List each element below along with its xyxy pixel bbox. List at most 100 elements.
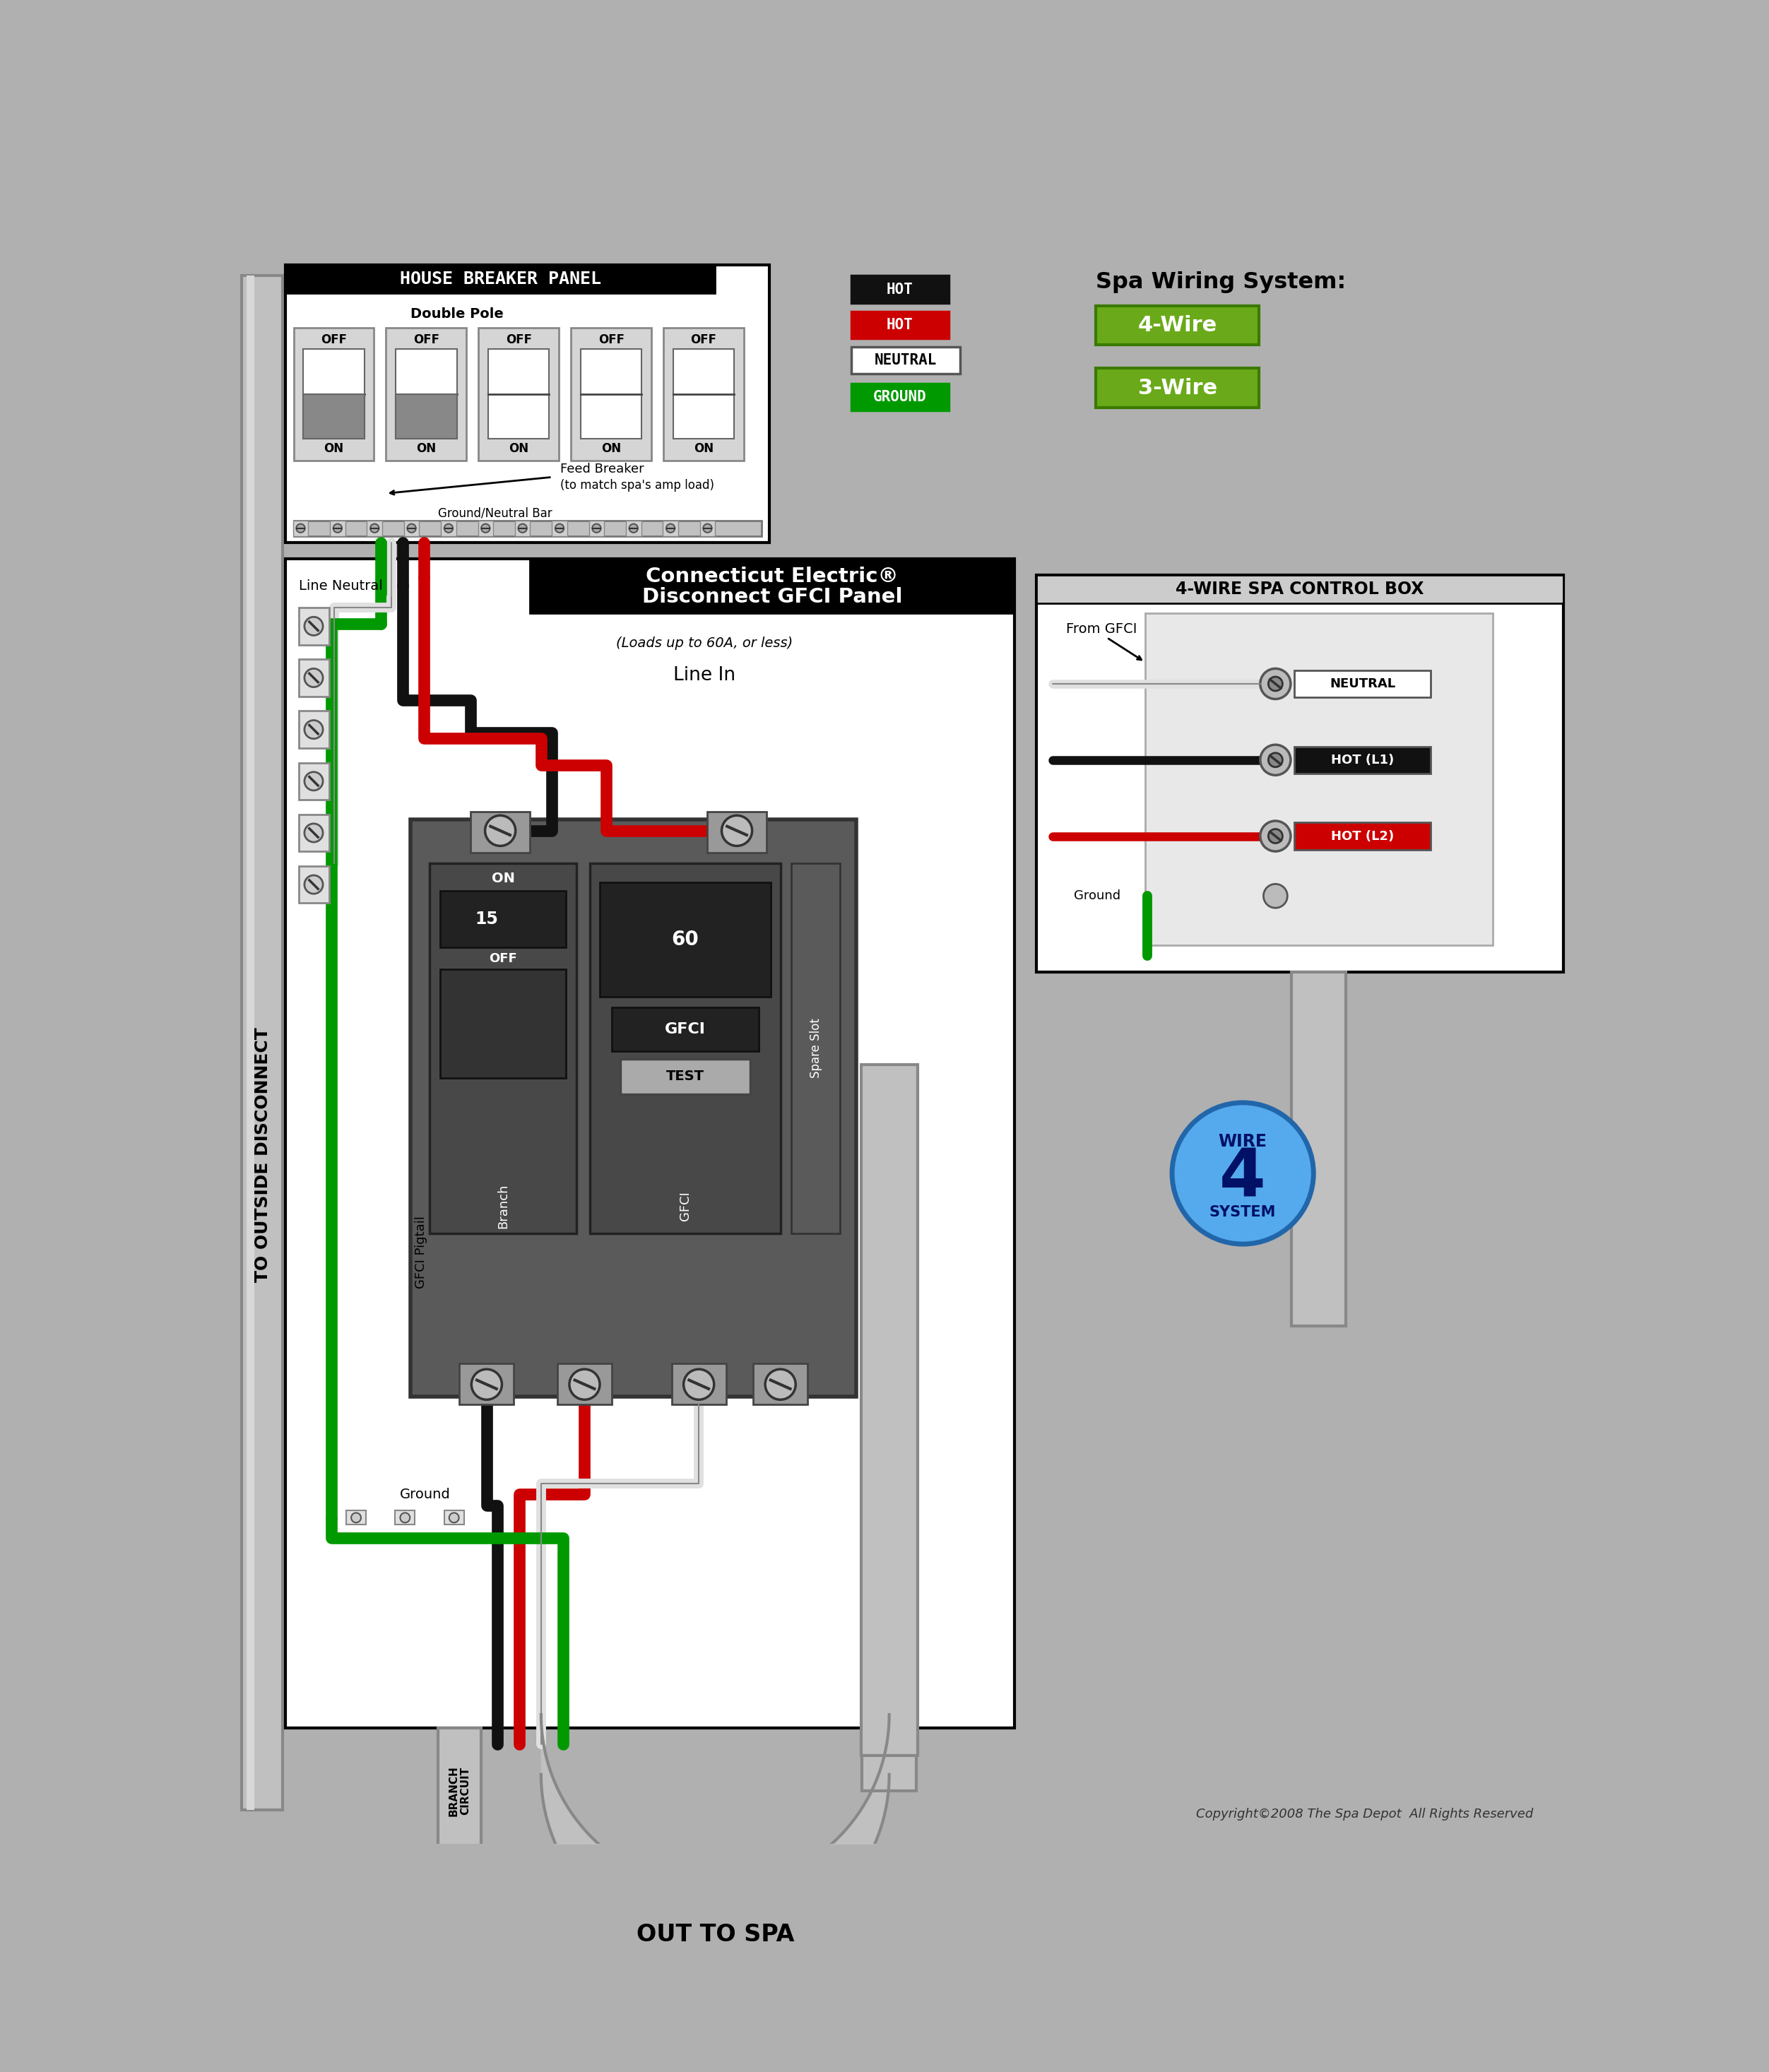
Circle shape	[1260, 821, 1291, 852]
Bar	[626, 520, 640, 537]
Text: NEUTRAL: NEUTRAL	[874, 352, 938, 367]
Bar	[862, 1065, 918, 1755]
Bar	[430, 864, 577, 1233]
Bar	[444, 1852, 476, 1881]
Bar	[242, 276, 283, 1809]
Circle shape	[1263, 885, 1288, 908]
Bar	[299, 762, 329, 800]
Circle shape	[722, 816, 752, 845]
Bar	[299, 659, 329, 696]
Text: Line Neutral: Line Neutral	[299, 580, 382, 593]
Text: OFF: OFF	[488, 953, 517, 966]
Circle shape	[352, 1513, 361, 1523]
Bar	[302, 350, 364, 439]
Bar	[347, 1510, 366, 1525]
Circle shape	[481, 524, 490, 533]
Text: ON: ON	[416, 443, 437, 456]
Bar	[299, 711, 329, 748]
Circle shape	[1260, 669, 1291, 698]
Circle shape	[304, 721, 324, 740]
Text: GFCI Pigtail: GFCI Pigtail	[416, 1216, 428, 1289]
Circle shape	[593, 524, 601, 533]
Bar	[488, 350, 548, 439]
Circle shape	[304, 874, 324, 893]
Bar	[701, 520, 715, 537]
Bar	[531, 559, 1014, 613]
Text: ON: ON	[492, 872, 515, 885]
Text: GFCI: GFCI	[679, 1191, 692, 1220]
Bar	[410, 821, 856, 1397]
Bar	[1291, 972, 1346, 1326]
Text: Spare Slot: Spare Slot	[810, 1017, 823, 1077]
Bar	[862, 1484, 916, 1790]
Bar	[1097, 307, 1260, 344]
Text: NEUTRAL: NEUTRAL	[1330, 678, 1396, 690]
Text: OFF: OFF	[598, 334, 624, 346]
Circle shape	[370, 524, 379, 533]
Text: 15: 15	[476, 912, 499, 928]
Text: TO OUTSIDE DISCONNECT: TO OUTSIDE DISCONNECT	[255, 1028, 271, 1283]
Circle shape	[304, 823, 324, 841]
Circle shape	[1173, 1102, 1314, 1243]
Circle shape	[295, 524, 304, 533]
Bar	[591, 864, 780, 1233]
Text: 4-Wire: 4-Wire	[1137, 315, 1217, 336]
Text: OFF: OFF	[690, 334, 716, 346]
Circle shape	[1268, 829, 1283, 843]
Text: Double Pole: Double Pole	[410, 307, 504, 321]
Bar	[437, 1728, 481, 1852]
Bar	[299, 814, 329, 852]
Circle shape	[570, 1370, 600, 1401]
Bar	[552, 520, 568, 537]
Text: TEST: TEST	[667, 1069, 704, 1084]
Text: HOT: HOT	[886, 317, 913, 332]
Circle shape	[518, 524, 527, 533]
Text: Connecticut Electric®: Connecticut Electric®	[646, 566, 899, 586]
Text: Feed Breaker: Feed Breaker	[561, 462, 644, 474]
Text: 3-Wire: 3-Wire	[1137, 377, 1217, 398]
Bar	[478, 327, 559, 460]
Circle shape	[667, 524, 676, 533]
Bar	[1037, 576, 1564, 603]
Text: 4-WIRE SPA CONTROL BOX: 4-WIRE SPA CONTROL BOX	[1176, 580, 1424, 597]
Bar	[451, 1881, 456, 1900]
Text: OFF: OFF	[506, 334, 532, 346]
Bar	[386, 327, 467, 460]
Text: 4: 4	[1219, 1146, 1267, 1212]
Bar	[1145, 613, 1493, 945]
Text: HOUSE BREAKER PANEL: HOUSE BREAKER PANEL	[400, 271, 601, 288]
Circle shape	[766, 1370, 796, 1401]
Bar	[396, 394, 456, 439]
Text: HOT (L2): HOT (L2)	[1330, 829, 1394, 843]
Bar	[1295, 823, 1431, 850]
Bar	[672, 1363, 725, 1405]
Bar	[1037, 576, 1564, 972]
Text: ON: ON	[693, 443, 713, 456]
Bar	[791, 864, 840, 1233]
Bar	[285, 265, 770, 543]
Bar	[444, 1510, 463, 1525]
Bar	[478, 520, 494, 537]
Bar	[463, 1881, 469, 1900]
Circle shape	[407, 524, 416, 533]
Bar	[708, 812, 766, 852]
Bar	[619, 1059, 750, 1094]
Text: BRANCH
CIRCUIT: BRANCH CIRCUIT	[448, 1765, 471, 1817]
Text: Ground: Ground	[1074, 889, 1122, 901]
Text: ON: ON	[601, 443, 621, 456]
Text: (Loads up to 60A, or less): (Loads up to 60A, or less)	[616, 636, 793, 651]
Bar	[851, 346, 961, 373]
Circle shape	[449, 1513, 458, 1523]
Bar	[851, 311, 948, 338]
Bar	[754, 1363, 808, 1405]
Bar	[471, 812, 531, 852]
Text: HOT: HOT	[886, 282, 913, 296]
Bar	[589, 520, 605, 537]
Text: GROUND: GROUND	[874, 390, 927, 404]
Text: Copyright©2008 The Spa Depot  All Rights Reserved: Copyright©2008 The Spa Depot All Rights …	[1196, 1807, 1534, 1821]
Bar	[440, 970, 566, 1077]
Bar	[851, 383, 948, 410]
Bar	[331, 520, 345, 537]
Circle shape	[630, 524, 639, 533]
Text: 60: 60	[672, 930, 699, 949]
